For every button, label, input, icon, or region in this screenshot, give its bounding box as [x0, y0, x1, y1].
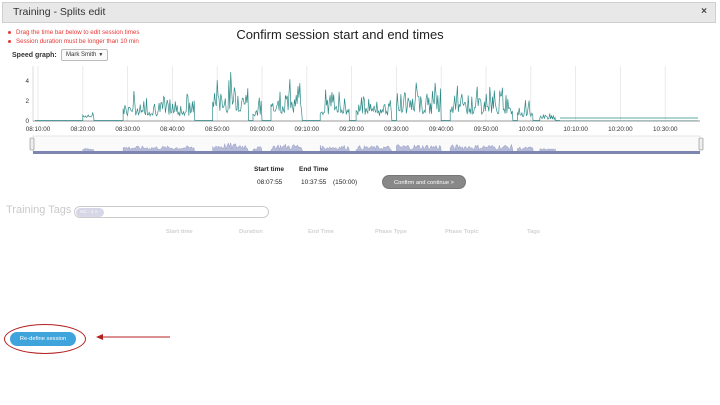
start-time-value: 08:07:55: [257, 179, 283, 186]
x-tick-label: 08:10:00: [26, 126, 51, 133]
redefine-session-button[interactable]: Re-define session: [10, 332, 76, 346]
x-tick-label: 09:30:00: [384, 126, 409, 133]
end-time-value: 10:37:55: [301, 179, 327, 186]
window-title: Training - Splits edit: [13, 6, 106, 18]
x-tick-label: 08:50:00: [205, 126, 230, 133]
x-tick-label: 09:50:00: [474, 126, 499, 133]
x-tick-label: 10:00:00: [519, 126, 544, 133]
training-tags-label: Training Tags: [6, 204, 72, 216]
y-tick-labels: 0 2 4: [25, 78, 29, 125]
time-navigator[interactable]: [29, 135, 704, 154]
chevron-down-icon: ▼: [98, 52, 104, 58]
speed-line: [35, 71, 560, 121]
page-title: Confirm session start and end times: [236, 27, 444, 42]
end-time-header: End Time: [299, 166, 329, 173]
col-phase-type: Phase Type: [375, 229, 407, 235]
navigator-right-handle: [698, 137, 704, 151]
navigator-series: [33, 142, 700, 153]
x-tick-label: 09:40:00: [429, 126, 454, 133]
athlete-select[interactable]: Mark Smith ▼: [61, 49, 109, 61]
x-tick-label: 09:20:00: [339, 126, 364, 133]
chart-axes: [32, 66, 700, 122]
x-tick-label: 09:00:00: [250, 126, 275, 133]
col-tags: Tags: [527, 229, 541, 235]
speed-chart[interactable]: 0 2 4 08:10:00 08:20:00 08:30:00 08:40:00 08:5…: [0, 58, 720, 218]
session-duration: (150:00): [333, 179, 358, 186]
start-time-header: Start time: [254, 166, 284, 173]
close-icon[interactable]: ×: [701, 6, 707, 17]
y-tick-label: 0: [25, 118, 29, 125]
x-tick-label: 08:40:00: [160, 126, 185, 133]
navigator-left-handle: [29, 137, 35, 151]
col-phase-topic: Phase Topic: [445, 229, 479, 235]
x-tick-label: 08:20:00: [71, 126, 96, 133]
chart-grid: [37, 66, 666, 121]
title-bar: Training - Splits edit ×: [2, 2, 716, 23]
training-tags-input[interactable]: AC - 1 ×: [74, 206, 269, 218]
navigator-selection-bar: [33, 151, 700, 154]
warning-min-duration: Session duration must be longer than 10 …: [8, 38, 139, 45]
x-tick-label: 10:10:00: [563, 126, 588, 133]
tag-chip[interactable]: AC - 1 ×: [76, 208, 104, 217]
pointer-arrow-icon: [96, 334, 170, 340]
speed-graph-label: Speed graph:: [12, 52, 57, 59]
confirm-continue-button[interactable]: Confirm and continue >: [382, 175, 466, 189]
warning-drag-timebar: Drag the time bar below to edit session …: [8, 29, 139, 36]
y-tick-label: 4: [25, 78, 29, 85]
x-tick-label: 10:20:00: [608, 126, 633, 133]
x-tick-label: 09:10:00: [295, 126, 320, 133]
x-tick-labels: 08:10:00 08:20:00 08:30:00 08:40:00 08:50:00…: [26, 126, 678, 133]
col-duration: Duration: [239, 229, 263, 235]
athlete-name: Mark Smith: [66, 52, 97, 58]
col-end-time: End Time: [308, 229, 334, 235]
speed-series: [35, 71, 698, 121]
col-start-time: Start time: [166, 229, 193, 235]
x-tick-label: 08:30:00: [115, 126, 140, 133]
y-tick-label: 2: [25, 98, 29, 105]
x-tick-label: 10:30:00: [653, 126, 678, 133]
